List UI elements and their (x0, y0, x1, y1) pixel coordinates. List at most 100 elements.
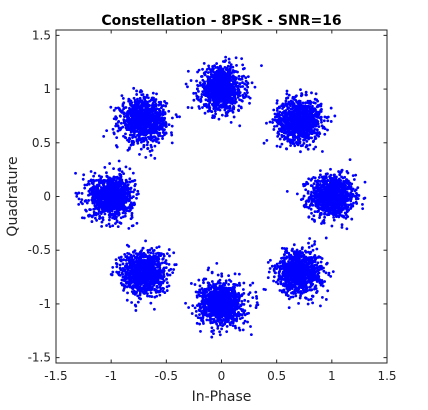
scatter-point (346, 171, 350, 175)
scatter-point (345, 227, 349, 231)
scatter-point (108, 213, 112, 216)
scatter-point (305, 93, 308, 97)
scatter-point (111, 224, 115, 228)
scatter-point (117, 159, 121, 163)
scatter-point (137, 131, 141, 135)
scatter-point (318, 190, 322, 194)
scatter-point (287, 118, 291, 122)
scatter-point (287, 109, 291, 113)
scatter-point (143, 109, 147, 113)
scatter-point (319, 115, 323, 119)
scatter-point (135, 89, 139, 93)
scatter-point (205, 105, 209, 109)
scatter-point (361, 202, 364, 206)
scatter-point (317, 110, 321, 114)
scatter-point (228, 61, 231, 64)
scatter-point (228, 106, 232, 110)
scatter-point (347, 203, 351, 207)
scatter-point (218, 64, 222, 68)
scatter-point (120, 110, 124, 114)
scatter-point (318, 182, 322, 186)
scatter-point (292, 123, 296, 126)
scatter-point (275, 124, 279, 128)
scatter-point (295, 140, 298, 144)
scatter-point (80, 198, 84, 202)
scatter-point (221, 81, 225, 84)
scatter-point (335, 200, 338, 203)
scatter-point (325, 176, 328, 180)
scatter-point (314, 191, 318, 195)
scatter-point (329, 167, 332, 171)
scatter-point (293, 114, 296, 118)
scatter-point (131, 133, 134, 137)
scatter-point (152, 114, 155, 118)
scatter-point (272, 108, 276, 112)
scatter-point (312, 199, 315, 203)
scatter-point (318, 196, 322, 200)
scatter-point (230, 100, 233, 104)
scatter-point (322, 190, 325, 194)
scatter-point (333, 178, 336, 182)
scatter-point (171, 116, 174, 120)
scatter-point (164, 120, 168, 124)
scatter-point (320, 196, 324, 200)
scatter-point (91, 182, 95, 186)
scatter-point (278, 145, 282, 149)
scatter-point (234, 56, 238, 60)
scatter-point (253, 85, 257, 89)
scatter-point (209, 75, 213, 79)
scatter-point (313, 218, 316, 222)
scatter-point (128, 146, 131, 150)
scatter-point (93, 171, 97, 175)
scatter-point (312, 147, 316, 151)
scatter-point (229, 121, 233, 124)
scatter-point (202, 62, 206, 65)
scatter-point (299, 94, 303, 98)
scatter-point (313, 194, 317, 198)
scatter-point (322, 218, 326, 222)
scatter-point (325, 194, 329, 197)
scatter-point (130, 214, 134, 217)
scatter-point (137, 113, 141, 117)
scatter-point (315, 98, 319, 102)
scatter-point (145, 138, 148, 142)
scatter-point (170, 124, 174, 128)
scatter-point (332, 210, 336, 213)
scatter-point (247, 95, 250, 99)
scatter-point (304, 202, 308, 206)
scatter-point (128, 107, 132, 111)
scatter-point (85, 201, 89, 205)
scatter-point (145, 93, 149, 97)
scatter-point (310, 211, 313, 215)
scatter-point (248, 101, 251, 105)
scatter-point (126, 126, 130, 130)
scatter-point (284, 103, 288, 107)
scatter-point (167, 109, 171, 113)
scatter-point (309, 207, 313, 211)
scatter-point (329, 106, 333, 110)
scatter-point (204, 102, 208, 106)
scatter-point (217, 117, 221, 121)
scatter-point (324, 187, 328, 191)
scatter-point (280, 142, 284, 146)
scatter-point (119, 188, 123, 191)
scatter-point (115, 189, 118, 193)
scatter-point (151, 139, 155, 143)
scatter-point (209, 84, 213, 88)
scatter-point (74, 191, 78, 195)
scatter-point (229, 96, 233, 100)
scatter-point (75, 194, 79, 198)
scatter-point (275, 144, 279, 148)
scatter-point (298, 99, 302, 103)
scatter-point (237, 92, 241, 95)
scatter-point (121, 211, 125, 215)
scatter-point (114, 124, 118, 128)
scatter-point (162, 129, 165, 132)
scatter-point (235, 63, 238, 67)
scatter-point (299, 198, 303, 202)
scatter-point (118, 221, 122, 225)
scatter-point (115, 184, 118, 188)
scatter-point (82, 216, 86, 220)
scatter-point (283, 127, 287, 131)
